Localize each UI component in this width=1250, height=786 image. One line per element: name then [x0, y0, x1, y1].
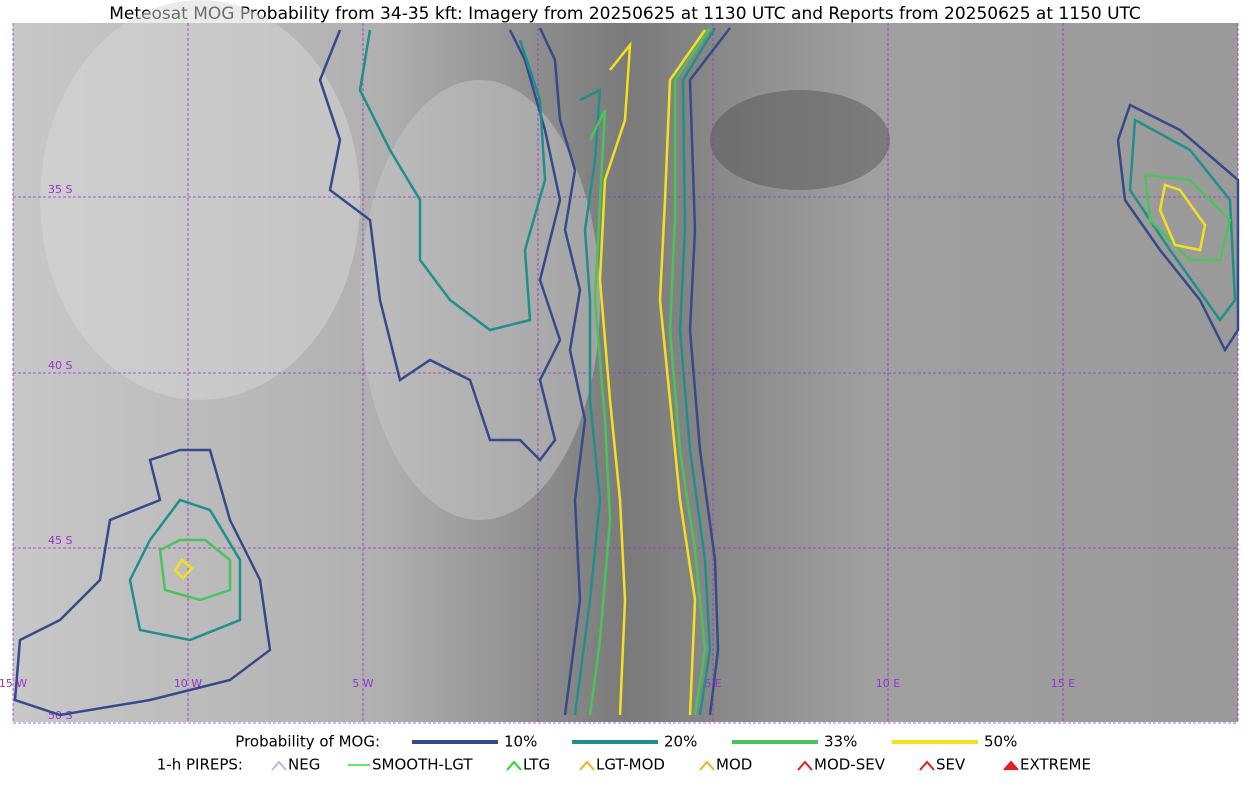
contour-50 [658, 29, 707, 716]
pirep-label: EXTREME [1020, 756, 1091, 774]
contours [13, 27, 1240, 717]
lon-label: 10 E [876, 677, 900, 690]
contour-50 [173, 558, 194, 580]
pirep-symbol [797, 760, 813, 771]
contour-10 [318, 29, 562, 462]
contour-10 [688, 27, 731, 716]
legend-label: 20% [664, 733, 697, 751]
contour-50 [1158, 183, 1207, 252]
cloud [360, 80, 600, 520]
pirep-label: NEG [288, 756, 320, 774]
legend-label: 33% [824, 733, 857, 751]
contour-33 [1143, 173, 1232, 262]
legend-label: 50% [984, 733, 1017, 751]
pirep-label: MOD [716, 756, 752, 774]
lat-label: 35 S [48, 183, 72, 196]
pirep-symbol [699, 760, 715, 771]
lon-label: 10 W [174, 677, 202, 690]
pirep-symbol [579, 760, 595, 771]
lat-label: 45 S [48, 534, 72, 547]
contour-33 [158, 538, 232, 602]
pirep-symbol [271, 760, 287, 771]
pireps-title: 1-h PIREPS: [157, 756, 243, 774]
contour-20 [678, 27, 717, 716]
legend-title: Probability of MOG: [235, 733, 380, 751]
pirep-label: SMOOTH-LGT [372, 756, 473, 774]
pirep-symbol [919, 760, 935, 771]
legend: Probability of MOG: 10% 20% 33% 50% 1-h PIREP… [157, 733, 1091, 774]
contour-50 [598, 41, 632, 716]
dark-swirl [710, 90, 890, 190]
contour-20 [573, 87, 602, 716]
legend-label: 10% [504, 733, 537, 751]
lon-label: 5 W [352, 677, 373, 690]
contour-20 [128, 498, 242, 642]
lon-label: 15 E [1051, 677, 1075, 690]
pirep-label: MOD-SEV [814, 756, 886, 774]
pirep-symbol [506, 760, 522, 771]
contour-33 [668, 27, 712, 716]
contour-10 [1116, 103, 1240, 353]
cloud [40, 0, 360, 400]
lon-label: 15 W [0, 677, 27, 690]
pirep-symbol [1003, 760, 1019, 771]
contour-20 [1128, 117, 1237, 323]
contour-33 [588, 109, 612, 716]
pirep-label: LGT-MOD [596, 756, 665, 774]
lat-label: 40 S [48, 359, 72, 372]
contour-10 [13, 448, 272, 717]
pirep-label: LTG [523, 756, 550, 774]
pirep-label: SEV [936, 756, 966, 774]
map-title: Meteosat MOG Probability from 34-35 kft:… [109, 4, 1141, 24]
contour-20 [358, 29, 547, 332]
contour-10 [538, 27, 587, 716]
